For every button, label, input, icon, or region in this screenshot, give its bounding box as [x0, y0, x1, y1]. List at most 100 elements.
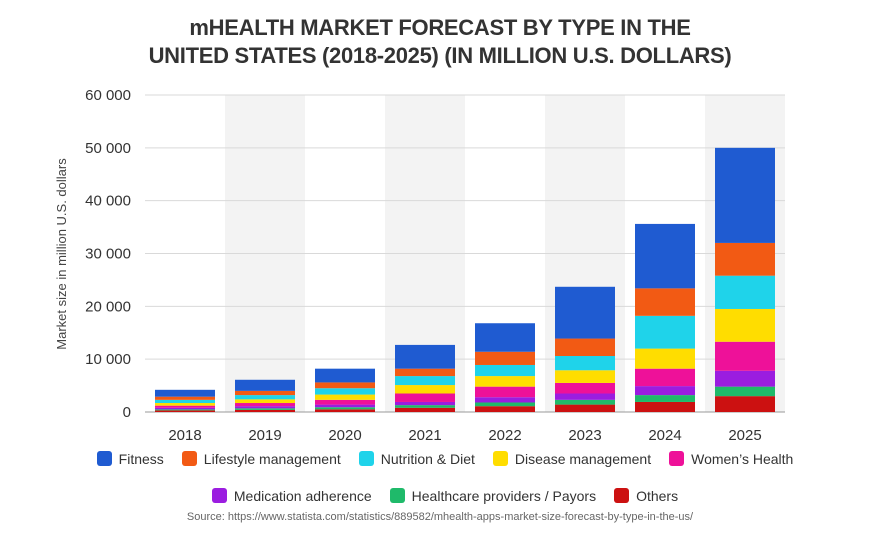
bar-segment-others-2019	[235, 409, 295, 412]
source-note: Source: https://www.statista.com/statist…	[186, 511, 694, 523]
bar-segment-fitness-2023	[555, 286, 615, 339]
bar-segment-nutrition-diet-2023	[555, 355, 615, 371]
bar-segment-women-s-health-2022	[475, 386, 535, 398]
y-tick-label: 40 000	[85, 193, 131, 210]
bar-segment-women-s-health-2019	[235, 403, 295, 407]
bar-segment-medication-adherence-2019	[235, 406, 295, 409]
y-tick-label: 60 000	[85, 87, 131, 104]
chart-legend: Fitness Lifestyle management Nutrition & D…	[60, 450, 830, 504]
x-tick-label: 2025	[728, 427, 761, 444]
bar-segment-lifestyle-management-2022	[475, 351, 535, 365]
bar-segment-medication-adherence-2024	[635, 386, 695, 396]
bar-segment-others-2018	[155, 410, 215, 412]
y-tick-label: 30 000	[85, 246, 131, 263]
chart-title: mHEALTH MARKET FORECAST BY TYPE IN THE U…	[0, 14, 880, 70]
legend-label: Fitness	[118, 450, 164, 467]
bar-segment-others-2025	[715, 396, 775, 412]
bar-segment-women-s-health-2021	[395, 393, 455, 402]
legend-item-fitness: Fitness	[96, 450, 164, 467]
bar-segment-nutrition-diet-2021	[395, 376, 455, 386]
bar-segment-nutrition-diet-2022	[475, 364, 535, 377]
legend-item-healthcare-providers-payors: Healthcare providers / Payors	[389, 487, 597, 504]
bar-segment-others-2023	[555, 404, 615, 412]
bar-segment-women-s-health-2023	[555, 382, 615, 394]
bar-segment-women-s-health-2025	[715, 341, 775, 371]
bar-segment-healthcare-providers-payors-2024	[635, 395, 695, 402]
bar-segment-disease-management-2021	[395, 385, 455, 394]
legend-label: Lifestyle management	[203, 450, 341, 467]
bar-segment-lifestyle-management-2018	[155, 396, 215, 400]
bar-segment-fitness-2022	[475, 323, 535, 352]
bar-segment-fitness-2024	[635, 223, 695, 289]
legend-label: Disease management	[514, 450, 652, 467]
y-axis-label: Market size in million U.S. dollars	[54, 158, 69, 350]
legend-item-others: Others	[614, 487, 678, 504]
bar-segment-lifestyle-management-2019	[235, 390, 295, 396]
bar-segment-medication-adherence-2020	[315, 404, 375, 408]
bar-segment-disease-management-2024	[635, 348, 695, 369]
x-tick-label: 2021	[408, 427, 441, 444]
bar-segment-healthcare-providers-payors-2018	[155, 409, 215, 411]
bar-segment-fitness-2020	[315, 368, 375, 383]
x-tick-label: 2023	[568, 427, 601, 444]
y-tick-label: 0	[123, 404, 131, 421]
bar-segment-disease-management-2019	[235, 399, 295, 404]
bar-segment-medication-adherence-2021	[395, 401, 455, 406]
bar-segment-nutrition-diet-2025	[715, 275, 775, 309]
x-tick-label: 2020	[328, 427, 361, 444]
bar-segment-fitness-2018	[155, 389, 215, 397]
bar-segment-medication-adherence-2023	[555, 393, 615, 400]
legend-item-lifestyle-management: Lifestyle management	[181, 450, 341, 467]
legend-swatch	[358, 451, 374, 466]
legend-swatch	[181, 451, 197, 466]
bar-segment-others-2021	[395, 407, 455, 412]
bar-segment-disease-management-2018	[155, 403, 215, 406]
bar-segment-fitness-2021	[395, 344, 455, 369]
y-tick-label: 20 000	[85, 298, 131, 315]
bar-segment-disease-management-2022	[475, 376, 535, 387]
y-tick-label: 10 000	[85, 351, 131, 368]
legend-swatch	[389, 488, 405, 503]
x-tick-label: 2019	[248, 427, 281, 444]
bar-segment-healthcare-providers-payors-2020	[315, 407, 375, 410]
bar-segment-healthcare-providers-payors-2021	[395, 405, 455, 408]
legend-item-medication-adherence: Medication adherence	[211, 487, 372, 504]
legend-swatch	[614, 488, 630, 503]
legend-swatch	[669, 451, 685, 466]
bar-segment-nutrition-diet-2018	[155, 399, 215, 404]
legend-item-nutrition-diet: Nutrition & Diet	[358, 450, 475, 467]
stacked-bar-chart: 0 10 000 20 000 30 000 40 000 50 000 60 000 20…	[54, 87, 785, 444]
legend-swatch	[492, 451, 508, 466]
bar-segment-medication-adherence-2025	[715, 370, 775, 387]
bar-segment-disease-management-2020	[315, 394, 375, 400]
bar-segment-lifestyle-management-2020	[315, 382, 375, 389]
legend-label: Medication adherence	[233, 487, 372, 504]
bar-segment-healthcare-providers-payors-2025	[715, 386, 775, 397]
bar-segment-lifestyle-management-2023	[555, 338, 615, 356]
chart-title-line-2: UNITED STATES (2018-2025) (IN MILLION U.…	[148, 43, 732, 68]
bar-segment-medication-adherence-2022	[475, 397, 535, 403]
bar-segment-medication-adherence-2018	[155, 407, 215, 410]
legend-label: Nutrition & Diet	[380, 450, 475, 467]
bar-segment-fitness-2025	[715, 147, 775, 243]
bar-segment-women-s-health-2024	[635, 368, 695, 387]
legend-label: Healthcare providers / Payors	[411, 487, 597, 504]
x-tick-label: 2024	[648, 427, 681, 444]
y-tick-label: 50 000	[85, 140, 131, 157]
bar-segment-nutrition-diet-2020	[315, 388, 375, 395]
chart-title-line-1: mHEALTH MARKET FORECAST BY TYPE IN THE	[189, 15, 691, 40]
bar-segment-women-s-health-2018	[155, 405, 215, 408]
legend-label: Others	[636, 487, 679, 504]
bar-segment-lifestyle-management-2024	[635, 288, 695, 316]
bar-segment-others-2020	[315, 409, 375, 412]
bar-segment-nutrition-diet-2024	[635, 315, 695, 349]
bar-segment-others-2022	[475, 406, 535, 412]
bar-segment-others-2024	[635, 401, 695, 412]
legend-item-disease-management: Disease management	[492, 450, 652, 467]
bar-segment-healthcare-providers-payors-2019	[235, 408, 295, 410]
bar-segment-disease-management-2023	[555, 370, 615, 383]
bar-segment-women-s-health-2020	[315, 399, 375, 405]
legend-item-women-s-health: Women’s Health	[669, 450, 793, 467]
bar-segment-nutrition-diet-2019	[235, 395, 295, 400]
legend-label: Women’s Health	[691, 450, 794, 467]
